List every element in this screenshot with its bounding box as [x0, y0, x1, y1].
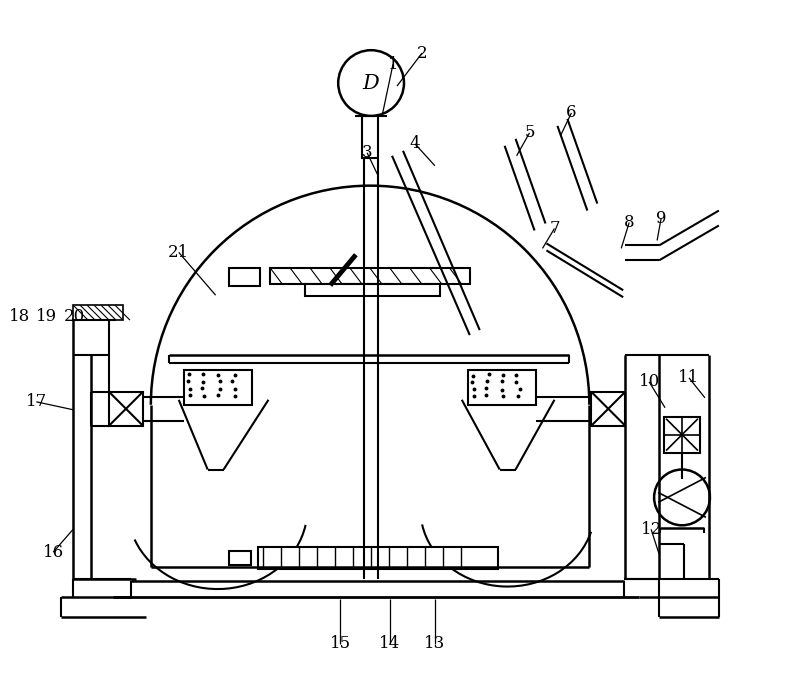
- Text: 5: 5: [524, 124, 534, 142]
- Bar: [73, 305, 123, 320]
- Text: 11: 11: [678, 369, 700, 387]
- Text: 19: 19: [36, 308, 57, 325]
- Bar: [306, 284, 440, 296]
- Bar: [109, 392, 143, 426]
- Text: 21: 21: [168, 244, 190, 261]
- Text: 4: 4: [410, 135, 420, 152]
- Circle shape: [338, 50, 404, 116]
- Text: 8: 8: [624, 214, 634, 231]
- Bar: [362, 116, 378, 158]
- Text: 7: 7: [549, 220, 560, 237]
- Bar: [591, 392, 626, 426]
- Bar: [229, 551, 250, 565]
- Text: 14: 14: [379, 635, 401, 653]
- Bar: [258, 547, 498, 569]
- Text: 18: 18: [9, 308, 30, 325]
- Text: 17: 17: [26, 393, 47, 410]
- Text: 10: 10: [638, 373, 660, 390]
- Text: 12: 12: [641, 521, 662, 537]
- Text: 3: 3: [362, 144, 373, 161]
- Text: 20: 20: [63, 308, 85, 325]
- Circle shape: [654, 470, 710, 526]
- Bar: [468, 370, 535, 405]
- Text: 9: 9: [656, 210, 666, 227]
- Text: D: D: [362, 73, 379, 93]
- Bar: [184, 370, 251, 405]
- Text: 16: 16: [42, 544, 64, 560]
- Bar: [270, 268, 470, 284]
- Text: 13: 13: [424, 635, 446, 653]
- Bar: [664, 417, 700, 452]
- Text: 2: 2: [417, 45, 427, 61]
- Text: 15: 15: [330, 635, 350, 653]
- Text: 6: 6: [566, 105, 577, 121]
- Bar: [229, 268, 261, 286]
- Text: 1: 1: [388, 56, 398, 73]
